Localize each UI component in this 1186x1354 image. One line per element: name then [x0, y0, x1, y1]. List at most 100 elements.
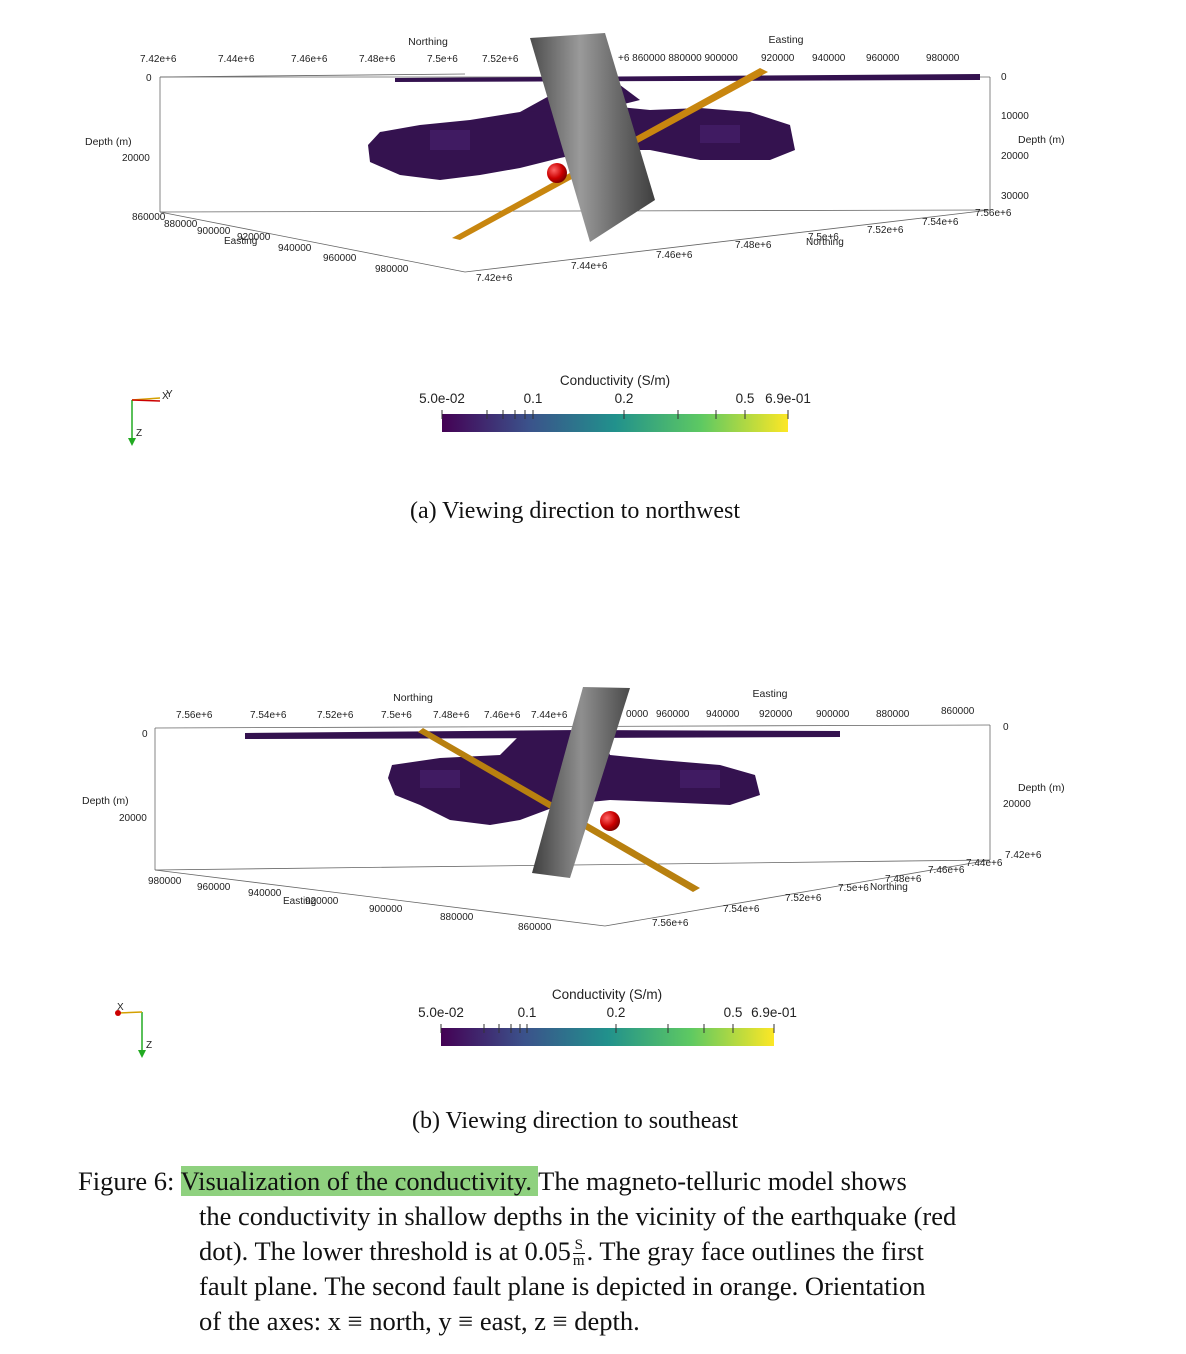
tick-label: 20000	[119, 813, 147, 824]
caption-highlight: Visualization of the conductivity.	[180, 1166, 539, 1196]
bottom-easting-ticks-a: 860000 880000 900000 Easting 920000 9400…	[132, 212, 409, 275]
depth-title-left-b: Depth (m)	[82, 795, 129, 807]
left-depth-ticks-b: 0 20000	[119, 729, 148, 824]
triad-label: Z	[146, 1040, 152, 1051]
caption-line-5: of the axes: x ≡ north, y ≡ east, z ≡ de…	[199, 1306, 640, 1337]
easting-title-b: Easting	[752, 688, 787, 700]
tick-label: 940000	[812, 53, 846, 64]
panel-a-figure: Northing Easting Depth (m) Depth (m) 7.4…	[85, 33, 1065, 446]
colorbar-title-b: Conductivity (S/m)	[552, 987, 662, 1002]
tick-label: 7.46e+6	[656, 250, 693, 261]
tick-label: 7.42e+6	[1005, 850, 1042, 861]
colorbar-a: Conductivity (S/m) 5.0e-02 0.1 0.2 0.5 6…	[419, 373, 811, 432]
tick-label: 7.46e+6	[928, 865, 965, 876]
tick-label: 7.54e+6	[723, 904, 760, 915]
tick-label: 940000	[248, 888, 282, 899]
tick-label: 7.5e+6	[838, 883, 869, 894]
conductivity-body-b	[245, 730, 840, 825]
tick-label: 7.5e+6	[427, 54, 458, 65]
tick-label: 7.54e+6	[922, 217, 959, 228]
colorbar-tick: 5.0e-02	[418, 1005, 464, 1020]
depth-title-right-b: Depth (m)	[1018, 782, 1065, 794]
earthquake-dot-b	[600, 811, 620, 831]
tick-label: 940000	[706, 709, 740, 720]
tick-label: 20000	[1003, 799, 1031, 810]
tick-label: 900000	[369, 904, 403, 915]
colorbar-tick: 0.5	[736, 391, 755, 406]
northing-title-b: Northing	[393, 692, 433, 704]
tick-label: 10000	[1001, 111, 1029, 122]
earthquake-dot-a	[547, 163, 567, 183]
tick-label: 960000	[866, 53, 900, 64]
tick-label: 7.46e+6	[291, 54, 328, 65]
panel-b-figure: Northing Easting Depth (m) Depth (m) 7.5…	[82, 687, 1065, 1058]
tick-label: 7.44e+6	[966, 858, 1003, 869]
tick-label: +6 860000 880000 900000	[618, 53, 738, 64]
tick-label: 860000	[941, 706, 975, 717]
top-easting-ticks-a: +6 860000 880000 900000 920000 940000 96…	[618, 53, 960, 64]
panel-b: Northing Easting Depth (m) Depth (m) 7.5…	[0, 660, 1186, 1150]
tick-label: Northing	[870, 882, 908, 893]
colorbar-tick: 0.2	[607, 1005, 626, 1020]
tick-label: 860000	[132, 212, 166, 223]
caption-text-1: The magneto-telluric model shows	[538, 1166, 907, 1196]
right-depth-ticks-a: 0 10000 20000 30000	[1001, 72, 1029, 202]
tick-label: 920000	[761, 53, 795, 64]
tick-label: 20000	[1001, 151, 1029, 162]
tick-label: 940000	[278, 243, 312, 254]
easting-title-a: Easting	[768, 34, 803, 46]
tick-label: 960000	[656, 709, 690, 720]
caption-line-2: the conductivity in shallow depths in th…	[199, 1201, 957, 1231]
colorbar-tick: 6.9e-01	[751, 1005, 797, 1020]
tick-label: Easting	[283, 896, 316, 907]
colorbar-tick: 0.1	[518, 1005, 537, 1020]
tick-label: 860000	[518, 922, 552, 933]
tick-label: 880000	[164, 219, 198, 230]
subcaption-b: (b) Viewing direction to southeast	[411, 1108, 739, 1134]
tick-label: 960000	[197, 882, 231, 893]
top-easting-ticks-b: 0000 960000 940000 920000 900000 880000 …	[626, 706, 975, 720]
depth-title-left-a: Depth (m)	[85, 136, 132, 148]
bottom-easting-ticks-b: 980000 960000 940000 Easting 920000 9000…	[148, 876, 552, 933]
triad-label: X	[162, 391, 169, 402]
tick-label: 0	[1001, 72, 1007, 83]
tick-label: 7.5e+6	[381, 710, 412, 721]
tick-label: 920000	[237, 232, 271, 243]
tick-label: Easting	[224, 236, 257, 247]
caption-line-3a: dot). The lower threshold is at 0.05	[199, 1236, 571, 1266]
colorbar-title-a: Conductivity (S/m)	[560, 373, 670, 388]
tick-label: 960000	[323, 253, 357, 264]
fault-plane-gray-a	[530, 33, 655, 242]
fraction-denominator: m	[572, 1253, 585, 1270]
depth-title-right-a: Depth (m)	[1018, 134, 1065, 146]
colorbar-tick: 0.2	[615, 391, 634, 406]
tick-label: 7.42e+6	[140, 54, 177, 65]
tick-label: 0	[142, 729, 148, 740]
caption-line-3b: . The gray face outlines the first	[586, 1236, 924, 1266]
tick-label: 880000	[876, 709, 910, 720]
axes-triad-b: X Z	[115, 1002, 152, 1058]
tick-label: 7.52e+6	[482, 54, 519, 65]
figure-caption: Figure 6: Visualization of the conductiv…	[78, 1164, 1076, 1339]
tick-label: 7.54e+6	[250, 710, 287, 721]
tick-label: 7.56e+6	[176, 710, 213, 721]
tick-label: 30000	[1001, 191, 1029, 202]
tick-label: 920000	[305, 896, 339, 907]
tick-label: 0	[1003, 722, 1009, 733]
triad-label: X	[117, 1002, 124, 1013]
tick-label: 980000	[148, 876, 182, 887]
figure-label: Figure 6:	[78, 1166, 181, 1196]
colorbar-tick: 5.0e-02	[419, 391, 465, 406]
fault-plane-gray-b	[532, 687, 630, 878]
tick-label: 7.56e+6	[975, 208, 1012, 219]
tick-label: 7.52e+6	[867, 225, 904, 236]
tick-label: 7.52e+6	[317, 710, 354, 721]
colorbar-tick: 6.9e-01	[765, 391, 811, 406]
bottom-northing-ticks-b: 7.56e+6 7.54e+6 7.52e+6 7.5e+6 Northing …	[652, 850, 1042, 929]
tick-label: 7.48e+6	[885, 874, 922, 885]
tick-label: 20000	[122, 153, 150, 164]
right-depth-ticks-b: 0 20000	[1003, 722, 1031, 810]
subcaption-a: (a) Viewing direction to northwest	[409, 498, 741, 524]
